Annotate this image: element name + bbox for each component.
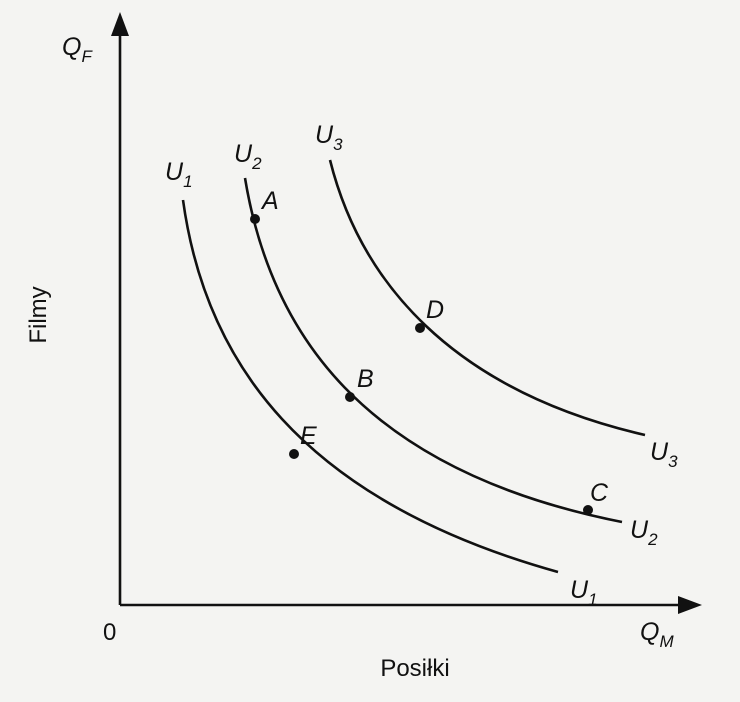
label-part: 1 <box>183 172 192 191</box>
curve-label: U1 <box>570 576 598 609</box>
label-part: U <box>650 438 669 466</box>
label-part: 2 <box>647 530 658 549</box>
y-axis-name: Filmy <box>25 286 52 343</box>
label-part: U <box>570 576 589 604</box>
curve-label: U3 <box>650 438 678 471</box>
point <box>345 392 355 402</box>
point <box>250 214 260 224</box>
label-part: 3 <box>333 135 343 154</box>
label-part: 3 <box>668 452 678 471</box>
curve-label: U1 <box>165 158 193 191</box>
indifference-curve <box>181 199 559 574</box>
label-part: U <box>315 121 334 149</box>
curve-label: U3 <box>315 121 343 154</box>
point-label: A <box>260 187 279 215</box>
point <box>415 323 425 333</box>
label-part: M <box>659 632 674 651</box>
label-part: 2 <box>251 154 262 173</box>
x-arrow <box>678 596 702 614</box>
y-arrow <box>111 12 129 36</box>
x-axis-name: Posiłki <box>380 655 449 682</box>
point <box>289 449 299 459</box>
point-label: C <box>590 479 609 507</box>
curve-label: U2 <box>630 516 658 549</box>
label-part: U <box>630 516 649 544</box>
origin-label: 0 <box>103 619 116 646</box>
y-axis-symbol: QF <box>62 33 93 66</box>
indifference-curve <box>328 159 646 437</box>
label-part: 1 <box>588 590 597 609</box>
label-part: U <box>165 158 184 186</box>
indifference-curve <box>243 177 623 524</box>
x-axis-symbol: QM <box>640 618 674 651</box>
curve-label: U2 <box>234 140 262 173</box>
label-part: Q <box>640 618 659 646</box>
point-label: E <box>300 422 317 450</box>
label-part: U <box>234 140 253 168</box>
point <box>583 505 593 515</box>
label-part: Q <box>62 33 81 61</box>
point-label: B <box>357 365 374 393</box>
point-label: D <box>426 296 444 324</box>
label-part: F <box>81 47 93 66</box>
